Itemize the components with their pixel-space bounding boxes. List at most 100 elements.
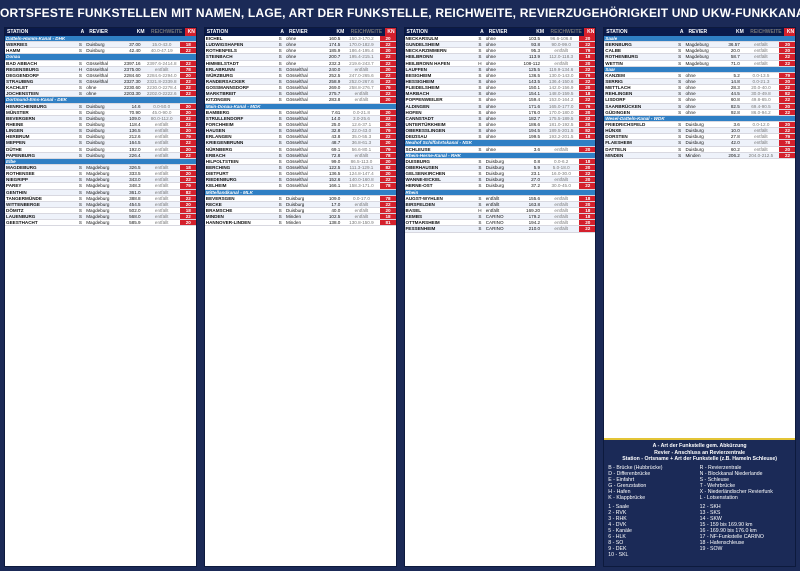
cell-kn: 22 (379, 201, 396, 207)
cell-a: S (278, 78, 282, 84)
cell-km: 14.6 (131, 103, 141, 109)
cell-rw: entfällt (554, 48, 568, 54)
cell-km: 199.5 (528, 134, 541, 140)
cell-kn: 20 (179, 201, 196, 207)
cell-name: MARKTBREIT (205, 91, 237, 97)
legend-head-line: Station - Ortsname + Art der Funkstelle … (622, 456, 777, 462)
cell-km: 152.6 (328, 177, 341, 183)
cell-rw: entfällt (154, 134, 169, 140)
cell-rw: entfällt (154, 177, 169, 183)
cell-name: GÜDINGEN (605, 109, 631, 115)
rows-list: Datteln-Hamm-Kanal - DHK WERRIES S Duisburg… (5, 36, 196, 566)
cell-rev: ohne (485, 85, 496, 91)
table-row: BERNBURG S Magdeburg 36.57 entfällt 20 (604, 42, 795, 49)
cell-km: 138.0 (328, 220, 341, 226)
cell-rw: 30.0-49.8 (751, 91, 771, 97)
cell-km: 93.8 (531, 42, 541, 48)
legend-revier-item: 14 - SKW (699, 515, 722, 522)
cell-name: MAGDEBURG (6, 164, 37, 170)
cell-rw: 80.0-112.0 (150, 115, 173, 121)
cell-a: S (278, 121, 282, 127)
table-row: BAD ABBACH S Gösselthal 2397.16 2397.6-2414.… (5, 60, 196, 67)
cell-name: MINDEN (205, 214, 224, 220)
cell-name: NÜRNBERG (205, 146, 233, 152)
legend-type-item: R - Revierzentrale (699, 464, 742, 471)
cell-a: S (678, 146, 682, 152)
cell-kn: 18 (579, 214, 596, 220)
table-row: PAPENBURG S Duisburg 226.4 entfällt 22 (5, 152, 196, 159)
table-row: RHEINE S Duisburg 118.4 entfällt 22 (5, 121, 196, 129)
cell-rw: 186.4-195.4 (349, 48, 374, 54)
section-header: Main-Donau-Kanal - MDK (204, 103, 396, 110)
cell-kn: 79 (579, 103, 596, 109)
cell-kn: 20 (579, 220, 596, 226)
cell-kn: 22 (379, 91, 396, 97)
cell-name: ROTHENBURG (605, 54, 639, 60)
cell-rev: Duisburg (86, 128, 105, 134)
cell-a: S (478, 201, 482, 207)
cell-kn: 20 (179, 128, 196, 134)
section-header: Elbe (5, 158, 196, 165)
cell-rw: entfällt (354, 207, 369, 213)
cell-name: DEGGENDORF (6, 72, 39, 78)
cell-rw: entfällt (754, 146, 768, 152)
cell-rw: entfällt (154, 152, 169, 158)
cell-km: 2397.16 (123, 60, 141, 66)
table-row: DATTELN S Duisburg 60.2 entfällt 20 (604, 146, 795, 153)
cell-kn: 20 (779, 42, 795, 48)
cell-name: LINGEN (6, 128, 24, 134)
cell-rw: 181.0-192.5 (548, 121, 574, 127)
cell-kn: 82 (779, 91, 795, 97)
cell-rw: 112.0-118.3 (549, 54, 574, 60)
cell-km: 10.0 (730, 128, 740, 134)
cell-name: MEPPEN (6, 140, 26, 146)
cell-a: S (478, 134, 482, 140)
cell-a: S (278, 48, 282, 54)
table-row: HAMM S Duisburg 42.40 40.0-47.19 22 (5, 48, 196, 55)
table-row: ERBACH S Gösselthal 72.8 entfällt 78 (204, 152, 396, 159)
cell-kn: 18 (179, 207, 196, 214)
cell-name: BASEL (405, 207, 422, 213)
section-header: Saale (604, 36, 795, 43)
cell-a: S (278, 42, 282, 48)
legend-revier-item: 8 - SO (608, 539, 624, 546)
cell-kn: 22 (379, 60, 396, 66)
cell-km: 5.9 (533, 164, 541, 170)
section-title: Elbe (6, 158, 16, 164)
cell-a: S (78, 177, 82, 183)
cell-kn: 22 (179, 60, 196, 66)
page-title: ORTSFESTE FUNKSTELLEN MIT NAMEN, LAGE, A… (0, 6, 800, 20)
cell-name: ERLANGEN (205, 134, 232, 140)
cell-rev: ohne (285, 54, 297, 60)
cell-rw: entfällt (154, 220, 169, 226)
cell-a: S (678, 91, 682, 97)
cell-kn: 22 (179, 48, 196, 54)
cell-rw: entfällt (554, 226, 568, 232)
cell-rw: entfällt (154, 128, 169, 134)
cell-a: S (278, 201, 282, 207)
table-row: BEVERSGEN S Duisburg 109.0 0.0-17.0 78 (204, 195, 396, 202)
cell-rev: Duisburg (485, 164, 505, 170)
cell-name: BEVERSGEN (205, 195, 235, 201)
cell-km: 23.1 (531, 171, 541, 177)
cell-a: S (278, 195, 282, 201)
cell-rw: 40.0-47.19 (150, 48, 173, 54)
cell-rw: entfällt (154, 171, 169, 177)
table-row: FORCHHEIM S Gösselthal 25.0 12.6-37.1 20 (204, 121, 396, 129)
cell-kn: 18 (579, 195, 596, 201)
cell-a: S (278, 214, 282, 220)
cell-a: S (278, 134, 282, 140)
cell-name: RHEINE (6, 121, 24, 127)
cell-rw: entfällt (554, 207, 568, 213)
section-header: Donau (5, 54, 196, 61)
table-row: OTTMARSHEIM S CARINO 194.2 entfällt 20 (404, 220, 596, 227)
cell-rev: Magdeburg (685, 42, 709, 48)
cell-km: 136.5 (528, 72, 541, 78)
cell-rev: ohne (685, 103, 696, 109)
legend-box: A - Art der Funkstelle gem. Abkürzung Rev… (604, 438, 795, 566)
